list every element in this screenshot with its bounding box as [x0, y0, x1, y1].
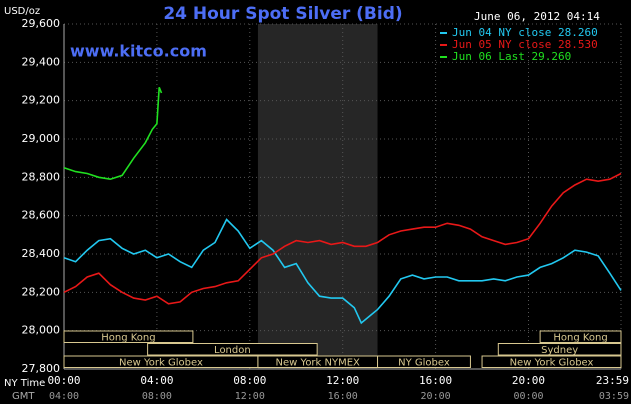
x2-row-label: GMT: [12, 391, 35, 402]
x2-tick-label: 08:00: [142, 391, 172, 402]
y-tick-label: 28,000: [22, 324, 61, 337]
x-tick-label: 08:00: [233, 374, 266, 387]
session-box: [539, 330, 622, 343]
watermark: www.kitco.com: [70, 42, 207, 61]
session-box: [63, 330, 194, 343]
session-label: Hong Kong: [101, 332, 155, 343]
series-line: [63, 172, 622, 305]
timestamp: June 06, 2012 04:14: [474, 10, 600, 23]
x-tick-label: 23:59: [596, 374, 629, 387]
session-label: New York Globex: [510, 357, 594, 368]
x-tick-label: 20:00: [512, 374, 545, 387]
legend-label: Jun 06 Last 29.260: [452, 50, 571, 63]
session-label: NY Globex: [398, 357, 450, 368]
series-line: [63, 218, 622, 325]
x-tick-label: 00:00: [47, 374, 80, 387]
session-label: London: [214, 345, 251, 356]
y-tick-label: 27,800: [22, 362, 61, 375]
x2-tick-label: 12:00: [235, 391, 265, 402]
x2-tick-label: 20:00: [421, 391, 451, 402]
x2-tick-label: 00:00: [513, 391, 543, 402]
x-tick-label: 16:00: [419, 374, 452, 387]
x2-tick-label: 16:00: [328, 391, 358, 402]
legend-label: Jun 05 NY close 28.530: [452, 38, 598, 51]
x-row-label: NY Time: [4, 378, 45, 389]
y-tick-label: 28,800: [22, 170, 61, 183]
session-box: [377, 355, 471, 368]
series-line: [63, 87, 163, 181]
y-tick-label: 29,400: [22, 55, 61, 68]
session-label: New York Globex: [119, 357, 203, 368]
highlight-band: [257, 24, 378, 369]
x2-tick-label: 03:59: [599, 391, 629, 402]
session-label: Sydney: [541, 345, 578, 356]
y-tick-label: 28,600: [22, 209, 61, 222]
session-box: [147, 343, 318, 356]
session-label: Hong Kong: [553, 332, 607, 343]
x-tick-label: 04:00: [140, 374, 173, 387]
chart-title: 24 Hour Spot Silver (Bid): [163, 4, 402, 24]
legend-label: Jun 04 NY close 28.260: [452, 26, 598, 39]
x2-tick-label: 04:00: [49, 391, 79, 402]
x-tick-label: 12:00: [326, 374, 359, 387]
session-box: [481, 355, 622, 368]
y-axis-label: USD/oz: [4, 6, 40, 17]
y-tick-label: 29,600: [22, 17, 61, 30]
session-label: New York NYMEX: [276, 357, 361, 368]
y-tick-label: 28,200: [22, 285, 61, 298]
y-tick-label: 29,200: [22, 94, 61, 107]
y-tick-label: 29,000: [22, 132, 61, 145]
session-box: [497, 343, 622, 356]
y-tick-label: 28,400: [22, 247, 61, 260]
